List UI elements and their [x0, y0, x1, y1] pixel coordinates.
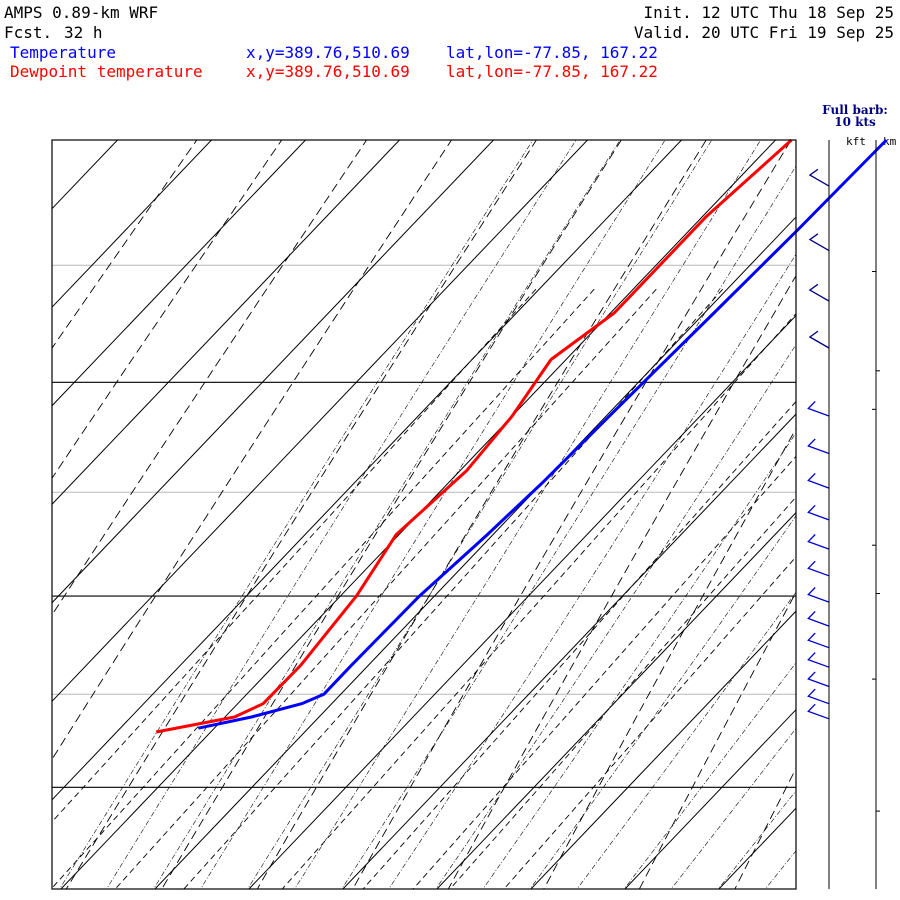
mixing-ratio-line: [503, 556, 796, 889]
isotherm: [0, 87, 74, 893]
isotherm: [52, 140, 683, 801]
wind-barb: [807, 560, 830, 577]
wind-barb: [807, 688, 830, 705]
isotherm: [809, 87, 900, 893]
isotherm: [718, 807, 796, 889]
wind-barb: [807, 438, 830, 455]
legend-dewpoint-xy: x,y=389.76,510.69: [246, 62, 410, 81]
wind-barb: [807, 703, 830, 720]
forecast-hour: 32 h: [64, 23, 103, 42]
mixing-ratio-line: [362, 400, 796, 889]
isotherm: [52, 140, 119, 210]
barb-key-line1: Full barb:: [822, 103, 888, 117]
init-time: Init. 12 UTC Thu 18 Sep 25: [644, 3, 894, 22]
legend-temperature-latlon: lat,lon=-77.85, 167.22: [446, 43, 658, 62]
isotherm: [52, 140, 401, 505]
moist-adiabat: [388, 253, 796, 889]
dewpoint-profile-line: [155, 138, 793, 734]
wind-barb: [807, 400, 830, 417]
wind-barb: [808, 330, 830, 349]
mixing-ratio-line: [114, 288, 657, 889]
dry-adiabat: [52, 140, 368, 616]
wind-barb: [807, 472, 830, 489]
moist-adiabat: [294, 140, 761, 889]
moist-adiabat: [576, 591, 796, 889]
dry-adiabat: [734, 767, 796, 889]
dry-adiabat: [638, 591, 796, 889]
moist-adiabat: [247, 140, 713, 889]
wind-barb: [807, 652, 830, 668]
wind-barb: [807, 632, 830, 649]
mixing-ratio-line: [281, 312, 796, 889]
dry-adiabat: [52, 140, 453, 761]
isotherm: [52, 140, 307, 407]
moist-adiabat: [59, 140, 534, 889]
wind-barb: [807, 610, 830, 627]
isotherm: [624, 708, 796, 889]
dry-adiabat: [447, 274, 796, 889]
mixing-ratio-line: [412, 455, 796, 889]
moist-adiabat: [529, 515, 796, 889]
wind-barbs: [807, 168, 830, 720]
isotherm: [436, 511, 796, 889]
temperature-profile-line: [197, 138, 888, 730]
dry-adiabat: [352, 140, 792, 889]
kft-axis-label: kft: [846, 135, 866, 148]
legend-dewpoint-label: Dewpoint temperature: [10, 62, 203, 81]
isotherm: [248, 314, 796, 889]
isotherm: [52, 140, 213, 308]
wind-barb: [807, 504, 830, 521]
valid-time: Valid. 20 UTC Fri 19 Sep 25: [634, 23, 894, 42]
moist-adiabat: [341, 165, 796, 889]
km-axis-label: km: [883, 135, 897, 148]
legend-temperature-label: Temperature: [10, 43, 116, 62]
clipped-background: [0, 33, 900, 893]
moist-adiabat: [435, 343, 796, 889]
sounding-series: [155, 138, 888, 734]
moist-adiabat: [482, 432, 796, 889]
isotherm: [342, 413, 796, 889]
moist-adiabat: [809, 33, 900, 893]
wind-barb: [807, 671, 830, 688]
dry-adiabat: [161, 140, 622, 889]
dry-adiabat: [52, 140, 283, 479]
mixing-ratio-line: [449, 496, 796, 889]
wind-barb: [808, 233, 830, 252]
moist-adiabat: [200, 140, 666, 889]
axis-labels: [872, 271, 880, 812]
dry-adiabat: [65, 140, 537, 889]
isotherm: [530, 610, 796, 889]
wind-barb: [807, 534, 830, 550]
isotherm: [154, 216, 796, 889]
moist-adiabat: [717, 790, 796, 889]
wind-barb: [808, 168, 830, 187]
barb-key-line2: 10 kts: [834, 115, 876, 129]
legend-dewpoint-latlon: lat,lon=-77.85, 167.22: [446, 62, 658, 81]
model-title: AMPS 0.89-km WRF: [4, 3, 158, 22]
isotherm: [52, 140, 495, 604]
dry-adiabat: [543, 427, 796, 889]
mixing-ratio-line: [52, 288, 595, 889]
isotherm: [60, 140, 777, 889]
forecast-label: Fcst.: [4, 23, 52, 42]
background-lines: [0, 33, 900, 893]
wind-barb: [808, 283, 830, 302]
dry-adiabat: [256, 140, 707, 889]
mixing-ratio-line: [52, 288, 537, 823]
legend-temperature-xy: x,y=389.76,510.69: [246, 43, 410, 62]
moist-adiabat: [764, 850, 796, 889]
isotherm: [52, 140, 589, 703]
plot-frame: [51, 139, 797, 890]
wind-barb: [807, 587, 830, 603]
dry-adiabat: [52, 140, 198, 349]
